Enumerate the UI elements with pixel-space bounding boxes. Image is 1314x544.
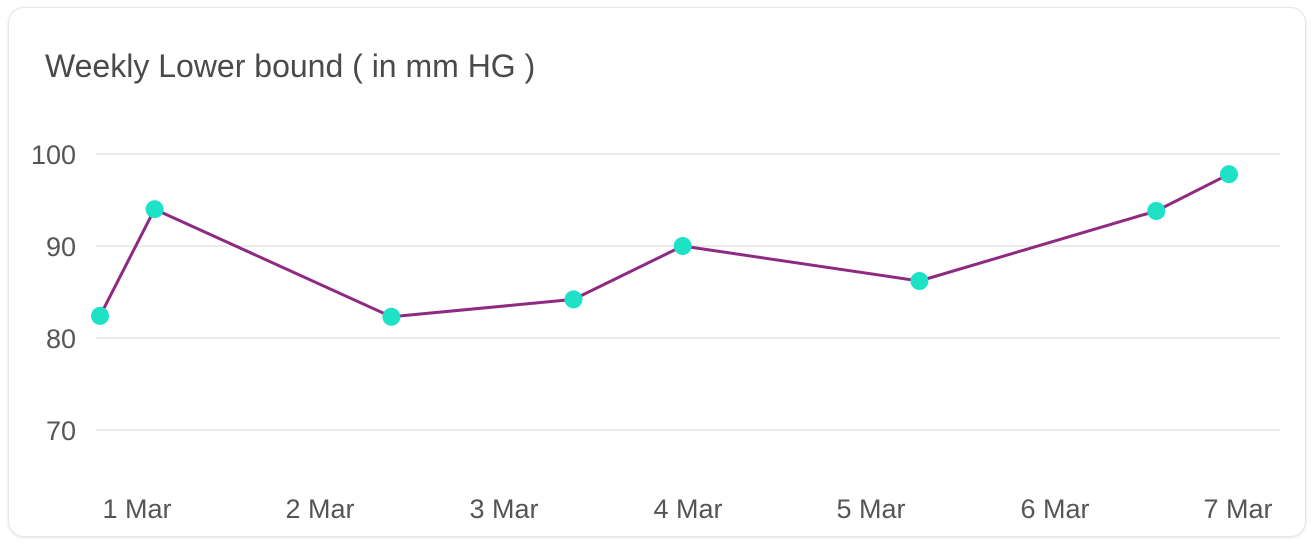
chart-card: Weekly Lower bound ( in mm HG ) [8, 7, 1306, 537]
y-tick-label: 90 [46, 232, 76, 262]
data-point[interactable] [91, 306, 109, 325]
x-tick-label: 1 Mar [102, 494, 171, 524]
data-point[interactable] [910, 272, 929, 290]
x-tick-label: 5 Mar [836, 494, 905, 524]
gridlines [96, 153, 1280, 431]
data-point[interactable] [382, 307, 401, 326]
data-point[interactable] [564, 290, 583, 309]
x-tick-label: 3 Mar [469, 494, 538, 524]
x-tick-label: 2 Mar [285, 494, 354, 524]
y-tick-label: 100 [31, 140, 76, 170]
x-tick-label: 7 Mar [1203, 494, 1272, 524]
x-tick-label: 4 Mar [653, 494, 722, 524]
data-point[interactable] [1147, 202, 1166, 220]
data-point[interactable] [145, 200, 164, 219]
data-point[interactable] [1220, 165, 1238, 184]
x-axis: 1 Mar 2 Mar 3 Mar 4 Mar 5 Mar 6 Mar 7 Mar [102, 494, 1272, 524]
data-points [91, 165, 1238, 326]
y-tick-label: 70 [46, 416, 76, 446]
series-line [98, 172, 1230, 319]
x-tick-label: 6 Mar [1020, 494, 1089, 524]
chart-title: Weekly Lower bound ( in mm HG ) [45, 48, 536, 84]
series-lower-bound [98, 172, 1230, 319]
y-tick-label: 80 [46, 324, 76, 354]
data-point[interactable] [673, 237, 692, 255]
y-axis: 70 80 90 100 [31, 140, 76, 446]
